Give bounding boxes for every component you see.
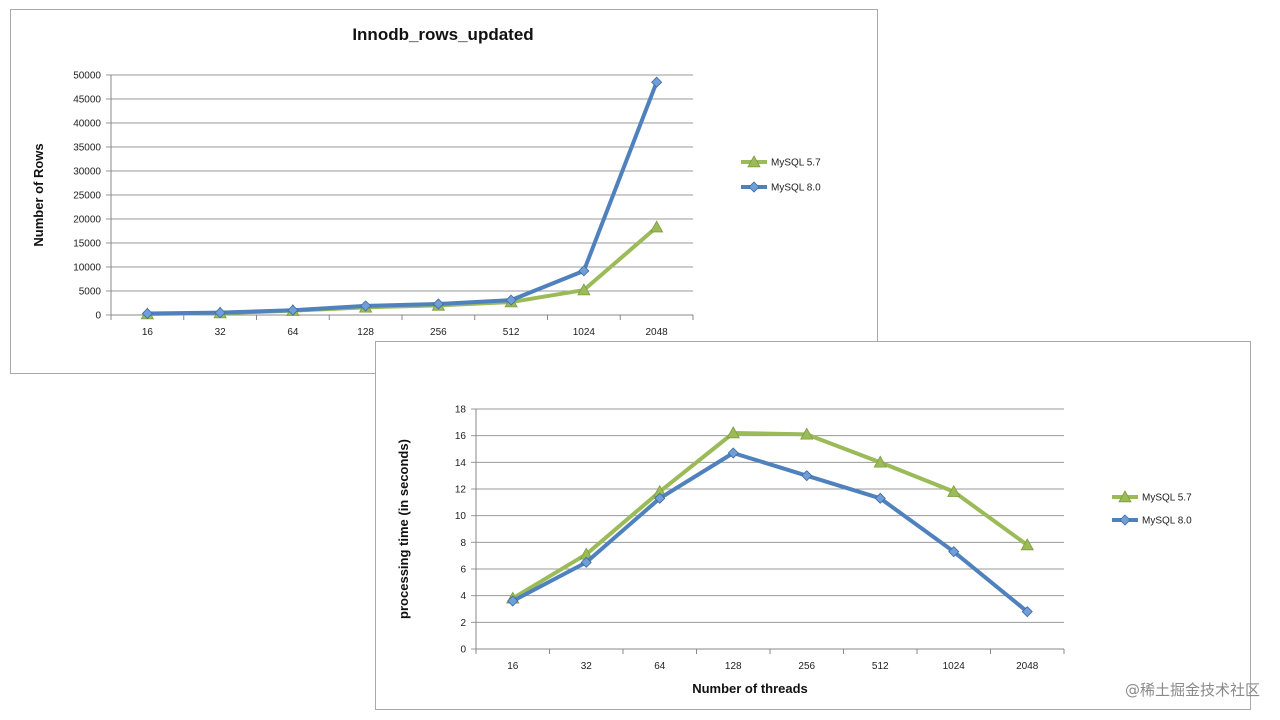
watermark-text: @稀土掘金技术社区 bbox=[1124, 681, 1260, 699]
x-tick-label: 256 bbox=[798, 661, 815, 672]
data-point-mysql-80 bbox=[801, 470, 813, 482]
x-tick-label: 64 bbox=[287, 327, 299, 338]
chart-processing-time: 0 2 4 6 8 10 12 14 16 18 16 32 64 128 256 512 1024 2048 pr… bbox=[396, 405, 1192, 697]
x-tick-label: 32 bbox=[581, 661, 593, 672]
x-tick-label: 16 bbox=[507, 661, 519, 672]
y-tick-label: 20000 bbox=[73, 215, 101, 226]
data-point-mysql-57 bbox=[649, 220, 664, 233]
chart-rows-updated: Innodb_rows_updated 0 5000 10000 15000 20000 2… bbox=[31, 25, 821, 338]
y-tick-label: 2 bbox=[460, 618, 466, 629]
x-tick-label: 1024 bbox=[943, 661, 966, 672]
y-tick-label: 8 bbox=[460, 538, 466, 549]
data-point-mysql-80 bbox=[507, 595, 519, 607]
x-tick-label: 64 bbox=[654, 661, 666, 672]
series-line-mysql-80 bbox=[145, 80, 659, 316]
chart-panel-rows-updated: Innodb_rows_updated 0 5000 10000 15000 20000 2… bbox=[10, 9, 878, 374]
y-axis-title: processing time (in seconds) bbox=[396, 439, 411, 619]
series-line-mysql-57 bbox=[510, 431, 1030, 601]
x-tick-label: 2048 bbox=[646, 327, 669, 338]
y-tick-label: 25000 bbox=[73, 191, 101, 202]
data-point-mysql-80 bbox=[727, 447, 739, 459]
legend-marker bbox=[1118, 490, 1132, 503]
y-tick-label: 45000 bbox=[73, 95, 101, 106]
y-tick-label: 50000 bbox=[73, 71, 101, 82]
data-point-mysql-80 bbox=[654, 492, 666, 504]
y-tick-label: 35000 bbox=[73, 143, 101, 154]
series-line-mysql-80 bbox=[510, 451, 1030, 614]
data-point-mysql-80 bbox=[948, 546, 960, 558]
legend-label: MySQL 8.0 bbox=[1142, 516, 1192, 527]
data-point-mysql-57 bbox=[800, 427, 814, 440]
data-point-mysql-57 bbox=[1020, 538, 1034, 551]
legend-marker bbox=[1119, 514, 1131, 526]
data-point-mysql-80 bbox=[287, 304, 299, 316]
data-point-mysql-80 bbox=[505, 294, 517, 306]
data-point-mysql-57 bbox=[577, 283, 591, 296]
data-point-mysql-80 bbox=[874, 492, 886, 504]
data-point-mysql-80 bbox=[578, 265, 590, 277]
data-point-mysql-57 bbox=[726, 426, 740, 439]
x-tick-label: 32 bbox=[215, 327, 227, 338]
chart-title: Innodb_rows_updated bbox=[352, 25, 533, 44]
y-axis-title: Number of Rows bbox=[31, 143, 46, 246]
x-tick-label: 16 bbox=[142, 327, 154, 338]
data-point-mysql-80 bbox=[580, 556, 592, 568]
x-tick-label: 256 bbox=[430, 327, 447, 338]
y-tick-label: 18 bbox=[455, 405, 467, 416]
y-tick-label: 0 bbox=[95, 311, 101, 322]
legend-label: MySQL 5.7 bbox=[771, 158, 821, 169]
y-tick-label: 30000 bbox=[73, 167, 101, 178]
x-tick-label: 512 bbox=[872, 661, 889, 672]
x-tick-label: 512 bbox=[503, 327, 520, 338]
legend-marker bbox=[747, 155, 761, 168]
y-tick-label: 12 bbox=[455, 485, 467, 496]
data-point-mysql-80 bbox=[1021, 606, 1033, 618]
y-tick-label: 10 bbox=[455, 511, 467, 522]
data-point-mysql-57 bbox=[947, 484, 961, 497]
y-tick-label: 6 bbox=[460, 565, 466, 576]
legend-marker bbox=[748, 181, 760, 193]
data-point-mysql-80 bbox=[141, 307, 153, 320]
y-tick-label: 14 bbox=[455, 458, 467, 469]
data-point-mysql-80 bbox=[214, 307, 226, 319]
legend-label: MySQL 8.0 bbox=[771, 183, 821, 194]
y-tick-label: 4 bbox=[460, 591, 466, 602]
chart-panel-processing-time: 0 2 4 6 8 10 12 14 16 18 16 32 64 128 256 512 1024 2048 pr… bbox=[375, 341, 1251, 710]
data-point-mysql-80 bbox=[360, 300, 372, 312]
y-tick-label: 15000 bbox=[73, 239, 101, 250]
x-tick-label: 1024 bbox=[573, 327, 596, 338]
x-tick-label: 128 bbox=[725, 661, 742, 672]
data-point-mysql-80 bbox=[651, 76, 663, 88]
y-tick-label: 0 bbox=[460, 645, 466, 656]
y-tick-label: 10000 bbox=[73, 263, 101, 274]
y-tick-label: 5000 bbox=[79, 287, 102, 298]
x-tick-label: 2048 bbox=[1016, 661, 1039, 672]
x-axis-title: Number of threads bbox=[692, 681, 808, 696]
data-point-mysql-57 bbox=[873, 455, 887, 468]
data-point-mysql-80 bbox=[432, 298, 444, 310]
legend-label: MySQL 5.7 bbox=[1142, 493, 1192, 504]
y-tick-label: 40000 bbox=[73, 119, 101, 130]
x-tick-label: 128 bbox=[357, 327, 374, 338]
y-tick-label: 16 bbox=[455, 431, 467, 442]
